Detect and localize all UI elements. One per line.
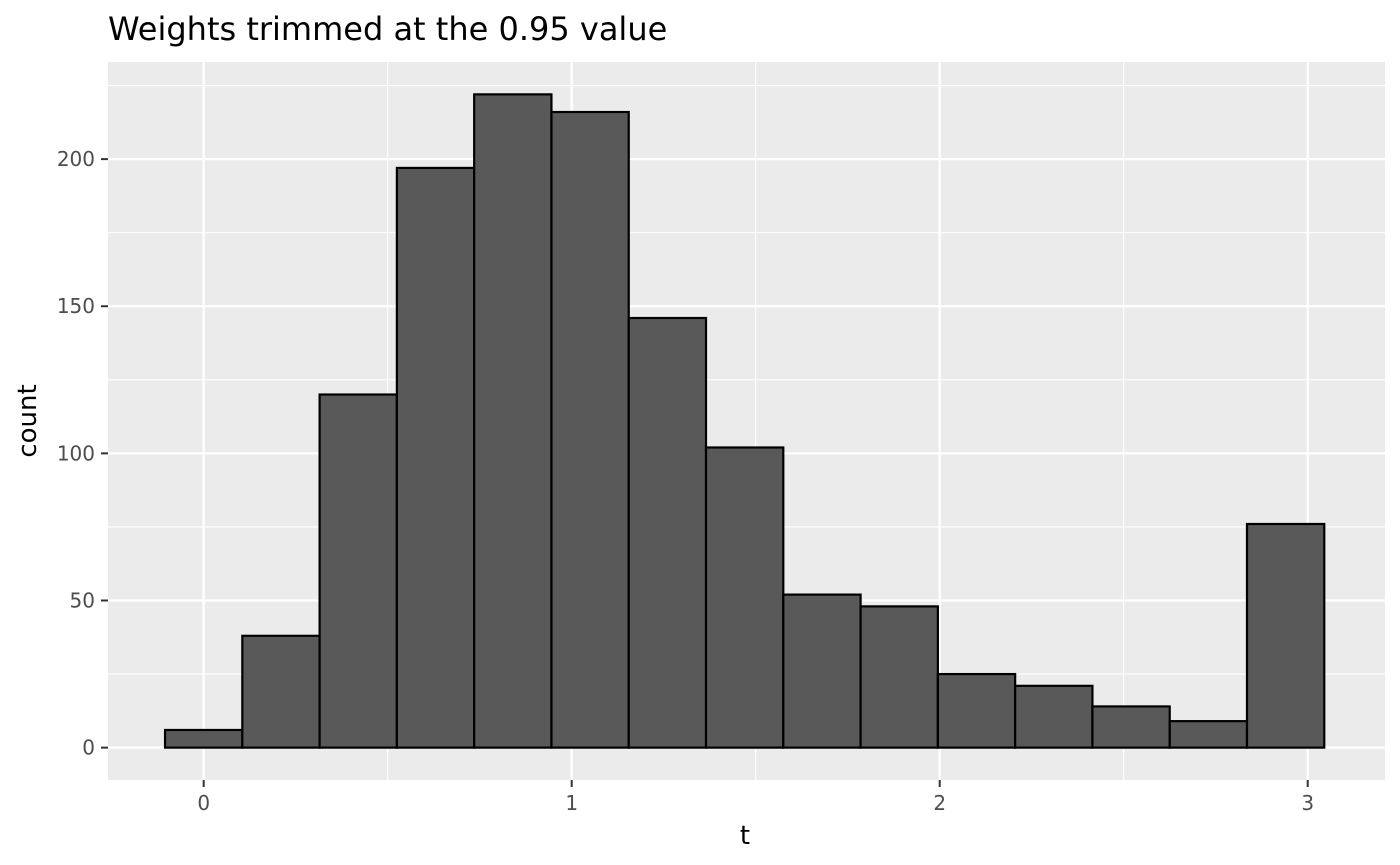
histogram-bar-8: [704, 446, 785, 749]
x-axis-ticks: 0 1 2 3: [197, 780, 1314, 815]
histogram-bar-1: [163, 728, 244, 749]
histogram-bar-11: [936, 672, 1017, 749]
histogram-bar-2: [241, 634, 321, 749]
histogram-bar-5: [473, 93, 553, 749]
x-tick-label: 3: [1301, 791, 1314, 815]
y-axis-title: count: [13, 384, 43, 457]
histogram-bar-4: [395, 166, 476, 749]
histogram-bar-9: [782, 593, 862, 749]
histogram-bar-12: [1014, 684, 1094, 749]
y-axis-ticks: 0 50 100 150 200: [57, 147, 108, 760]
y-tick-label: 200: [57, 147, 95, 171]
histogram-bar-3: [318, 393, 398, 749]
histogram-bar-6: [550, 110, 630, 749]
x-tick-label: 2: [933, 791, 946, 815]
histogram-bar-7: [627, 316, 708, 749]
histogram-bars: [163, 93, 1326, 749]
histogram-bar-15: [1245, 522, 1326, 749]
x-tick-label: 1: [565, 791, 578, 815]
x-tick-label: 0: [197, 791, 210, 815]
y-tick-label: 0: [82, 736, 95, 760]
histogram-bar-14: [1168, 720, 1249, 749]
chart-title: Weights trimmed at the 0.95 value: [108, 10, 667, 48]
y-tick-label: 50: [70, 589, 95, 613]
x-axis-title: t: [740, 821, 750, 851]
histogram-bar-10: [859, 605, 939, 749]
y-tick-label: 100: [57, 441, 95, 465]
histogram-bar-13: [1091, 705, 1171, 749]
y-tick-label: 150: [57, 294, 95, 318]
